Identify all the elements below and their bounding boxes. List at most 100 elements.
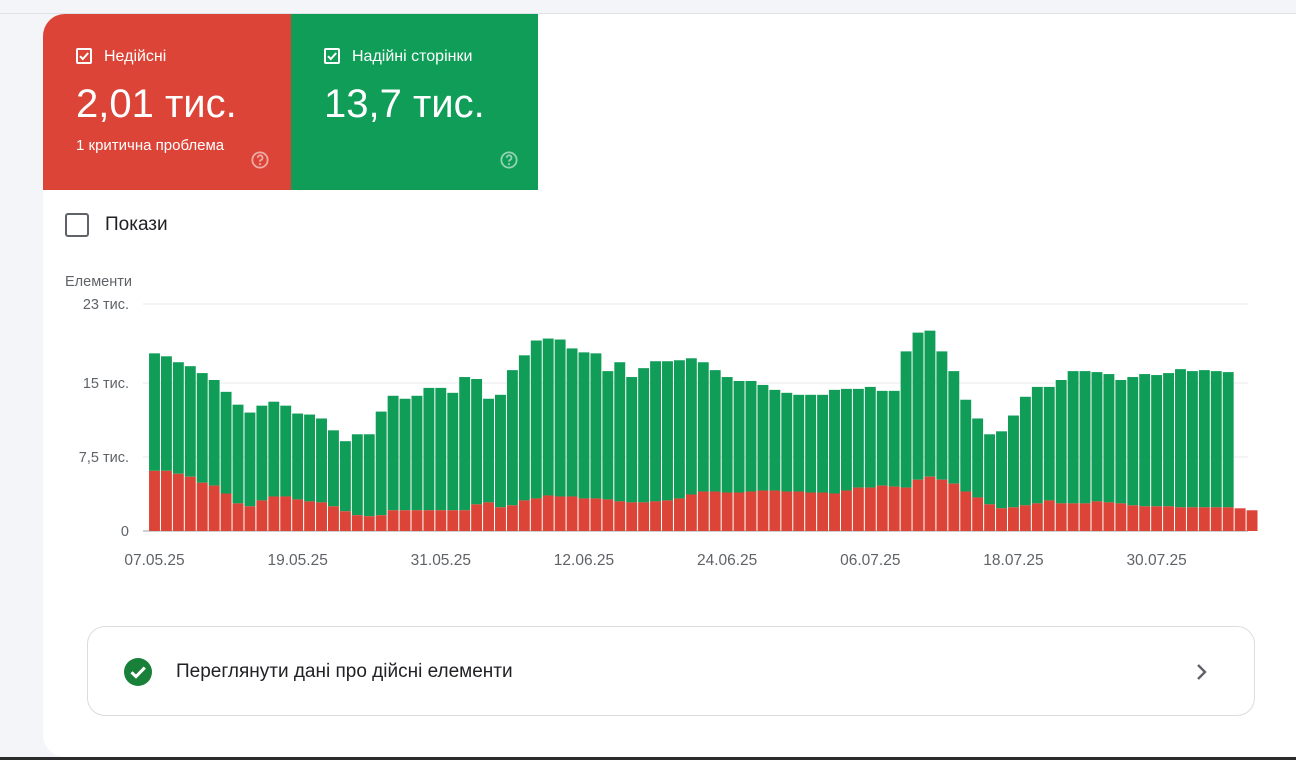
bar-invalid[interactable]: [1103, 502, 1115, 531]
bar-invalid[interactable]: [280, 496, 292, 531]
bar-reliable[interactable]: [1091, 372, 1103, 502]
bar-reliable[interactable]: [316, 418, 327, 503]
bar-reliable[interactable]: [387, 395, 399, 511]
bar-invalid[interactable]: [793, 491, 805, 531]
bar-invalid[interactable]: [1031, 503, 1043, 531]
bar-invalid[interactable]: [745, 491, 757, 531]
bar-reliable[interactable]: [363, 434, 375, 517]
bar-reliable[interactable]: [972, 418, 984, 498]
bar-invalid[interactable]: [733, 492, 745, 531]
bar-reliable[interactable]: [1008, 415, 1019, 508]
bar-reliable[interactable]: [375, 411, 387, 516]
bar-reliable[interactable]: [292, 413, 304, 500]
bar-invalid[interactable]: [638, 502, 650, 531]
bar-invalid[interactable]: [697, 491, 709, 531]
bar-invalid[interactable]: [471, 504, 483, 531]
bar-reliable[interactable]: [196, 373, 208, 483]
bar-invalid[interactable]: [232, 503, 244, 531]
bar-invalid[interactable]: [864, 487, 876, 531]
bar-invalid[interactable]: [1222, 507, 1234, 531]
bar-reliable[interactable]: [650, 361, 662, 502]
bar-invalid[interactable]: [566, 496, 578, 531]
bar-invalid[interactable]: [435, 510, 447, 531]
bar-invalid[interactable]: [1008, 507, 1019, 531]
bar-invalid[interactable]: [1115, 503, 1127, 531]
bar-invalid[interactable]: [1198, 507, 1210, 531]
bar-reliable[interactable]: [1043, 386, 1055, 501]
bar-invalid[interactable]: [447, 510, 459, 531]
bar-invalid[interactable]: [709, 491, 721, 531]
bar-invalid[interactable]: [256, 500, 268, 531]
bar-reliable[interactable]: [208, 379, 220, 486]
bar-reliable[interactable]: [1079, 371, 1091, 504]
bar-reliable[interactable]: [483, 398, 494, 503]
bar-reliable[interactable]: [876, 390, 888, 486]
bar-invalid[interactable]: [626, 502, 638, 531]
bar-invalid[interactable]: [351, 515, 363, 531]
bar-invalid[interactable]: [1151, 506, 1163, 531]
bar-invalid[interactable]: [149, 470, 160, 531]
bar-reliable[interactable]: [1198, 370, 1210, 508]
bar-reliable[interactable]: [542, 338, 554, 496]
bar-reliable[interactable]: [984, 434, 996, 505]
bar-invalid[interactable]: [172, 473, 184, 531]
bar-invalid[interactable]: [196, 482, 208, 531]
bar-reliable[interactable]: [304, 414, 316, 502]
bar-reliable[interactable]: [351, 434, 363, 516]
bar-reliable[interactable]: [1210, 371, 1222, 508]
bar-invalid[interactable]: [542, 495, 554, 531]
bar-invalid[interactable]: [650, 501, 662, 531]
bar-reliable[interactable]: [864, 386, 876, 488]
bar-reliable[interactable]: [328, 430, 339, 507]
bar-invalid[interactable]: [328, 506, 339, 531]
bar-invalid[interactable]: [984, 504, 996, 531]
bar-invalid[interactable]: [673, 498, 685, 531]
bar-invalid[interactable]: [1234, 508, 1246, 531]
bar-reliable[interactable]: [638, 368, 650, 503]
bar-invalid[interactable]: [220, 493, 232, 531]
bar-invalid[interactable]: [387, 510, 399, 531]
bar-reliable[interactable]: [948, 371, 960, 484]
bar-reliable[interactable]: [530, 340, 542, 499]
bar-reliable[interactable]: [1163, 373, 1174, 507]
bar-reliable[interactable]: [280, 405, 292, 497]
bar-invalid[interactable]: [900, 487, 912, 531]
bar-reliable[interactable]: [829, 389, 840, 494]
bar-invalid[interactable]: [602, 499, 614, 531]
bar-reliable[interactable]: [1222, 372, 1234, 508]
bar-invalid[interactable]: [1246, 510, 1258, 531]
bar-invalid[interactable]: [375, 515, 387, 531]
bar-reliable[interactable]: [793, 394, 805, 492]
bar-reliable[interactable]: [411, 395, 423, 511]
bar-invalid[interactable]: [399, 510, 411, 531]
bar-reliable[interactable]: [471, 379, 483, 505]
bar-reliable[interactable]: [160, 356, 172, 471]
bar-reliable[interactable]: [685, 358, 697, 495]
bar-invalid[interactable]: [292, 499, 304, 531]
bar-invalid[interactable]: [1186, 507, 1198, 531]
help-circle-icon[interactable]: [251, 151, 269, 169]
bar-invalid[interactable]: [948, 483, 960, 531]
invalid-tile[interactable]: Недійсні 2,01 тис. 1 критична проблема: [43, 14, 291, 190]
bar-invalid[interactable]: [316, 502, 327, 531]
bar-invalid[interactable]: [888, 486, 900, 531]
bar-invalid[interactable]: [781, 491, 793, 531]
bar-invalid[interactable]: [1091, 501, 1103, 531]
bar-invalid[interactable]: [208, 485, 220, 531]
bar-reliable[interactable]: [1127, 377, 1139, 506]
bar-invalid[interactable]: [578, 498, 590, 531]
bar-invalid[interactable]: [876, 485, 888, 531]
bar-reliable[interactable]: [184, 366, 196, 477]
bar-invalid[interactable]: [912, 479, 924, 531]
bar-invalid[interactable]: [495, 507, 506, 531]
bar-reliable[interactable]: [662, 361, 673, 501]
bar-reliable[interactable]: [590, 353, 602, 499]
bar-invalid[interactable]: [769, 490, 781, 531]
bar-reliable[interactable]: [244, 412, 256, 507]
bar-reliable[interactable]: [435, 387, 447, 511]
invalid-checkbox[interactable]: [76, 48, 92, 64]
help-circle-icon[interactable]: [500, 151, 518, 169]
bar-invalid[interactable]: [685, 494, 697, 531]
bar-reliable[interactable]: [733, 380, 745, 493]
bar-invalid[interactable]: [459, 510, 471, 531]
